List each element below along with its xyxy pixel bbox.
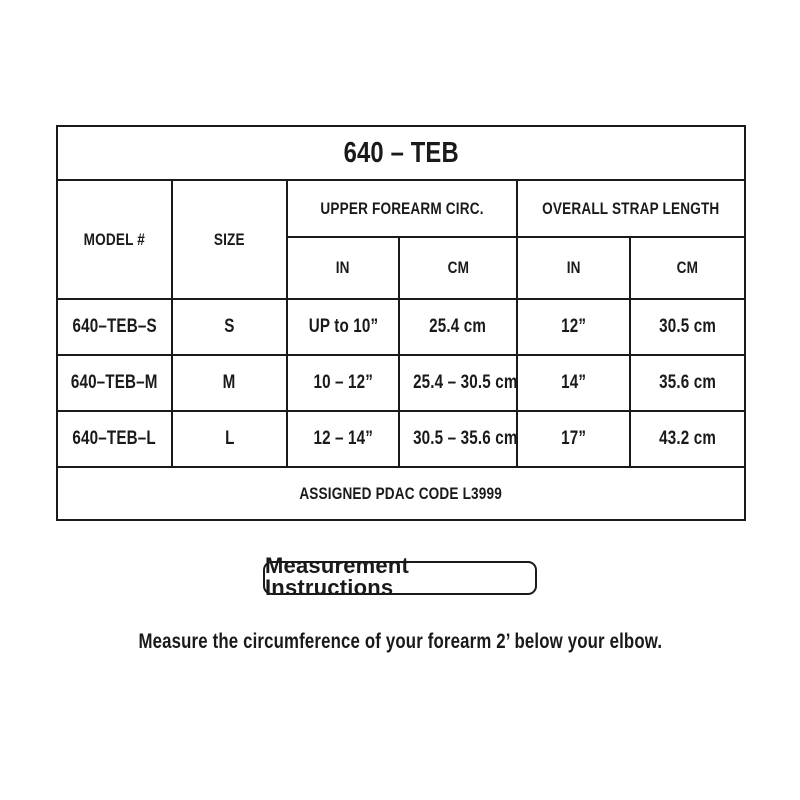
measurement-instructions-body-text: Measure the circumference of your forear… [138, 630, 662, 653]
cell-ufc-cm: 30.5 – 35.6 cm [398, 410, 518, 468]
table-row: 640–TEB–L L 12 – 14” 30.5 – 35.6 cm 17” … [56, 410, 747, 468]
cell-osl-cm: 35.6 cm [628, 354, 747, 412]
cell-ufc-cm: 25.4 cm [398, 298, 518, 356]
pdac-code: ASSIGNED PDAC CODE L3999 [55, 466, 747, 521]
table-row: 640–TEB–S S UP to 10” 25.4 cm 12” 30.5 c… [56, 298, 747, 356]
unit-header-row: IN CM IN CM [57, 236, 747, 300]
page-title-text: 640 – TEB [343, 136, 459, 169]
cell-ufc-in: 12 – 14” [286, 410, 400, 468]
column-header-model: MODEL # [56, 179, 173, 300]
cell-ufc-in: UP to 10” [286, 298, 400, 356]
cell-model: 640–TEB–L [56, 410, 173, 468]
column-header-overall-strap-length-label: OVERALL STRAP LENGTH [542, 198, 720, 218]
column-header-model-label: MODEL # [83, 229, 146, 249]
column-header-osl-in-label: IN [566, 258, 581, 277]
column-header-ufc-cm: CM [398, 236, 518, 300]
column-header-size-label: SIZE [214, 229, 245, 249]
cell-osl-in-text: 12” [560, 316, 586, 337]
cell-ufc-in-text: UP to 10” [308, 316, 378, 337]
table-title-row: 640 – TEB [55, 125, 747, 181]
cell-osl-in-text: 14” [560, 372, 586, 393]
table-footer-row: ASSIGNED PDAC CODE L3999 [55, 466, 747, 521]
cell-model: 640–TEB–M [56, 354, 173, 412]
cell-size-text: L [224, 428, 235, 449]
column-header-osl-cm: CM [628, 236, 747, 300]
column-header-osl-in: IN [516, 236, 631, 300]
cell-osl-cm-text: 35.6 cm [659, 372, 716, 393]
measurement-instructions-heading-label: Measurement Instructions [265, 553, 410, 600]
column-header-size: SIZE [171, 179, 288, 300]
column-header-ufc-in-label: IN [336, 258, 350, 277]
cell-osl-in: 17” [516, 410, 631, 468]
cell-osl-cm-text: 43.2 cm [659, 428, 716, 449]
cell-size: M [171, 354, 288, 412]
cell-ufc-cm-text: 30.5 – 35.6 cm [413, 428, 518, 449]
cell-size: L [171, 410, 288, 468]
measurement-instructions-heading: Measurement Instructions [263, 555, 537, 599]
cell-ufc-cm: 25.4 – 30.5 cm [398, 354, 518, 412]
cell-ufc-cm-text: 25.4 cm [429, 316, 487, 337]
cell-osl-in-text: 17” [560, 428, 586, 449]
size-table: 640 – TEB MODEL # SIZE UPPER FOREARM CIR… [55, 125, 747, 521]
page-title: 640 – TEB [55, 125, 747, 181]
column-header-upper-forearm-circ-label: UPPER FOREARM CIRC. [320, 198, 484, 218]
cell-osl-in: 14” [516, 354, 631, 412]
cell-osl-in: 12” [516, 298, 631, 356]
column-header-ufc-cm-label: CM [447, 258, 469, 277]
cell-osl-cm-text: 30.5 cm [659, 316, 716, 337]
measurement-instructions-body: Measure the circumference of your forear… [0, 630, 800, 654]
cell-model: 640–TEB–S [56, 298, 173, 356]
cell-ufc-in-text: 10 – 12” [313, 372, 373, 393]
cell-model-text: 640–TEB–M [71, 372, 158, 393]
cell-size-text: M [223, 372, 236, 393]
cell-size: S [171, 298, 288, 356]
group-header-row: MODEL # SIZE UPPER FOREARM CIRC. OVERALL… [56, 179, 747, 300]
pdac-code-text: ASSIGNED PDAC CODE L3999 [299, 483, 503, 503]
cell-size-text: S [224, 316, 235, 337]
size-table-container: 640 – TEB MODEL # SIZE UPPER FOREARM CIR… [55, 125, 747, 521]
cell-ufc-in-text: 12 – 14” [313, 428, 373, 449]
cell-ufc-in: 10 – 12” [286, 354, 400, 412]
cell-osl-cm: 43.2 cm [628, 410, 747, 468]
column-header-overall-strap-length: OVERALL STRAP LENGTH [515, 179, 747, 238]
column-header-ufc-in: IN [286, 236, 400, 300]
table-row: 640–TEB–M M 10 – 12” 25.4 – 30.5 cm 14” … [56, 354, 747, 412]
cell-model-text: 640–TEB–L [72, 428, 157, 449]
cell-model-text: 640–TEB–S [72, 316, 157, 337]
cell-osl-cm: 30.5 cm [628, 298, 747, 356]
column-header-osl-cm-label: CM [676, 258, 699, 277]
column-header-upper-forearm-circ: UPPER FOREARM CIRC. [286, 179, 518, 238]
cell-ufc-cm-text: 25.4 – 30.5 cm [413, 372, 518, 393]
